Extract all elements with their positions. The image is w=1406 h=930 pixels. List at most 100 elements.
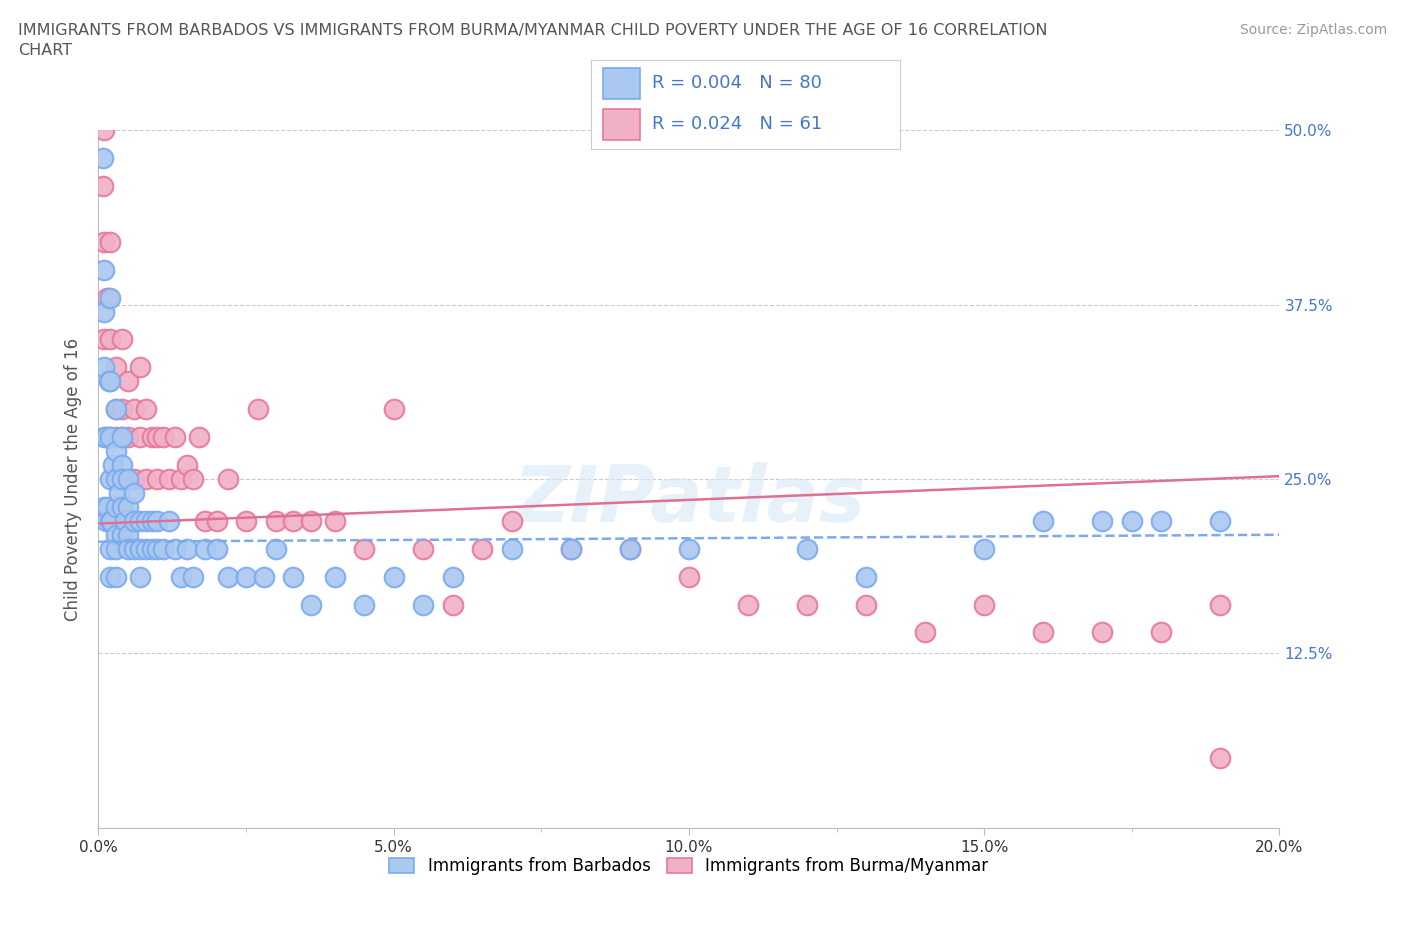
Point: [181, 472, 204, 486]
Point: [501, 541, 523, 556]
Point: [796, 597, 818, 612]
Point: [1209, 751, 1232, 765]
Point: [98, 290, 121, 305]
Point: [1032, 513, 1054, 528]
Point: [412, 597, 434, 612]
Point: [105, 430, 128, 445]
Point: [122, 541, 145, 556]
Point: [146, 541, 169, 556]
Point: [412, 541, 434, 556]
Point: [93, 234, 115, 249]
Point: [382, 402, 405, 417]
Point: [1091, 513, 1114, 528]
Point: [117, 374, 139, 389]
Point: [146, 513, 169, 528]
Point: [1032, 625, 1054, 640]
Point: [560, 541, 582, 556]
Y-axis label: Child Poverty Under the Age of 16: Child Poverty Under the Age of 16: [65, 338, 83, 620]
Legend: Immigrants from Barbados, Immigrants from Burma/Myanmar: Immigrants from Barbados, Immigrants fro…: [382, 851, 995, 883]
Point: [105, 569, 128, 584]
Point: [128, 360, 150, 375]
Point: [737, 597, 759, 612]
Point: [176, 458, 198, 472]
Point: [105, 499, 128, 514]
Point: [98, 430, 121, 445]
Point: [94, 430, 117, 445]
FancyBboxPatch shape: [603, 69, 640, 100]
Point: [264, 541, 287, 556]
Point: [441, 597, 464, 612]
Point: [560, 541, 582, 556]
Point: [98, 513, 121, 528]
Point: [98, 332, 121, 347]
Point: [619, 541, 641, 556]
Point: [205, 513, 228, 528]
Point: [146, 430, 169, 445]
Point: [471, 541, 494, 556]
Point: [170, 569, 193, 584]
Point: [973, 597, 995, 612]
Point: [796, 541, 818, 556]
Point: [141, 513, 163, 528]
Point: [170, 472, 193, 486]
Point: [441, 569, 464, 584]
Point: [122, 472, 145, 486]
Point: [152, 541, 174, 556]
Point: [141, 430, 163, 445]
Point: [91, 179, 114, 193]
Text: R = 0.024   N = 61: R = 0.024 N = 61: [652, 115, 823, 133]
Point: [93, 430, 115, 445]
Point: [323, 569, 346, 584]
Point: [105, 402, 128, 417]
Point: [117, 541, 139, 556]
Point: [111, 430, 134, 445]
Point: [128, 430, 150, 445]
Point: [105, 541, 128, 556]
Point: [141, 541, 163, 556]
Point: [253, 569, 276, 584]
Point: [111, 430, 134, 445]
Point: [111, 402, 134, 417]
Point: [117, 472, 139, 486]
Point: [1121, 513, 1143, 528]
Point: [98, 569, 121, 584]
Point: [235, 569, 257, 584]
Point: [1091, 625, 1114, 640]
Point: [98, 374, 121, 389]
Point: [165, 430, 187, 445]
Point: [235, 513, 257, 528]
Point: [128, 569, 150, 584]
Point: [152, 430, 174, 445]
Point: [299, 597, 322, 612]
Point: [94, 513, 117, 528]
Point: [283, 569, 305, 584]
Point: [93, 499, 115, 514]
Point: [128, 541, 150, 556]
Point: [100, 513, 122, 528]
Point: [176, 541, 198, 556]
Point: [299, 513, 322, 528]
Point: [122, 402, 145, 417]
Text: IMMIGRANTS FROM BARBADOS VS IMMIGRANTS FROM BURMA/MYANMAR CHILD POVERTY UNDER TH: IMMIGRANTS FROM BARBADOS VS IMMIGRANTS F…: [18, 23, 1047, 58]
FancyBboxPatch shape: [603, 109, 640, 140]
Point: [157, 513, 180, 528]
Point: [283, 513, 305, 528]
Point: [135, 541, 157, 556]
Point: [93, 360, 115, 375]
Point: [1209, 597, 1232, 612]
Point: [108, 485, 131, 500]
Point: [105, 402, 128, 417]
Point: [96, 290, 118, 305]
Point: [117, 430, 139, 445]
Point: [323, 513, 346, 528]
Point: [181, 569, 204, 584]
Point: [128, 513, 150, 528]
Point: [111, 472, 134, 486]
Point: [98, 472, 121, 486]
Point: [264, 513, 287, 528]
Point: [98, 430, 121, 445]
Point: [353, 597, 375, 612]
Point: [246, 402, 269, 417]
Point: [194, 513, 217, 528]
Point: [93, 262, 115, 277]
